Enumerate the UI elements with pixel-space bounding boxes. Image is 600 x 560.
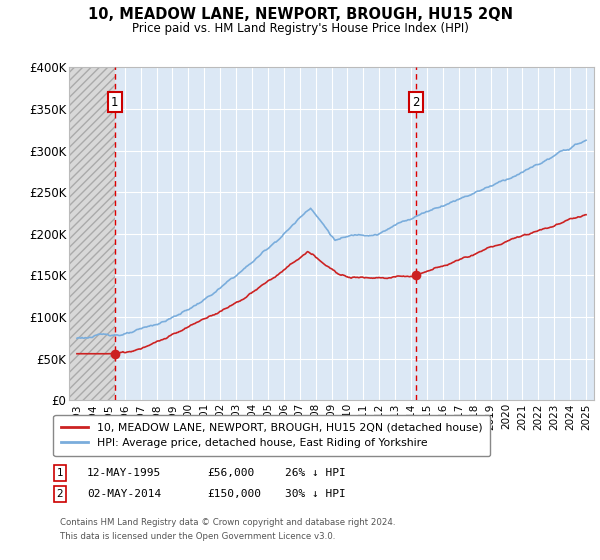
Text: £56,000: £56,000 — [207, 468, 254, 478]
Text: 26% ↓ HPI: 26% ↓ HPI — [285, 468, 346, 478]
Text: Contains HM Land Registry data © Crown copyright and database right 2024.: Contains HM Land Registry data © Crown c… — [60, 518, 395, 527]
Text: 12-MAY-1995: 12-MAY-1995 — [87, 468, 161, 478]
Text: 02-MAY-2014: 02-MAY-2014 — [87, 489, 161, 499]
Text: 10, MEADOW LANE, NEWPORT, BROUGH, HU15 2QN: 10, MEADOW LANE, NEWPORT, BROUGH, HU15 2… — [88, 7, 512, 22]
Text: This data is licensed under the Open Government Licence v3.0.: This data is licensed under the Open Gov… — [60, 532, 335, 541]
Text: Price paid vs. HM Land Registry's House Price Index (HPI): Price paid vs. HM Land Registry's House … — [131, 22, 469, 35]
Text: 2: 2 — [413, 96, 420, 109]
Bar — [69, 67, 115, 400]
Text: 2: 2 — [56, 489, 64, 499]
Text: £150,000: £150,000 — [207, 489, 261, 499]
Legend: 10, MEADOW LANE, NEWPORT, BROUGH, HU15 2QN (detached house), HPI: Average price,: 10, MEADOW LANE, NEWPORT, BROUGH, HU15 2… — [53, 415, 490, 456]
Text: 1: 1 — [111, 96, 118, 109]
Text: 1: 1 — [56, 468, 64, 478]
Text: 30% ↓ HPI: 30% ↓ HPI — [285, 489, 346, 499]
